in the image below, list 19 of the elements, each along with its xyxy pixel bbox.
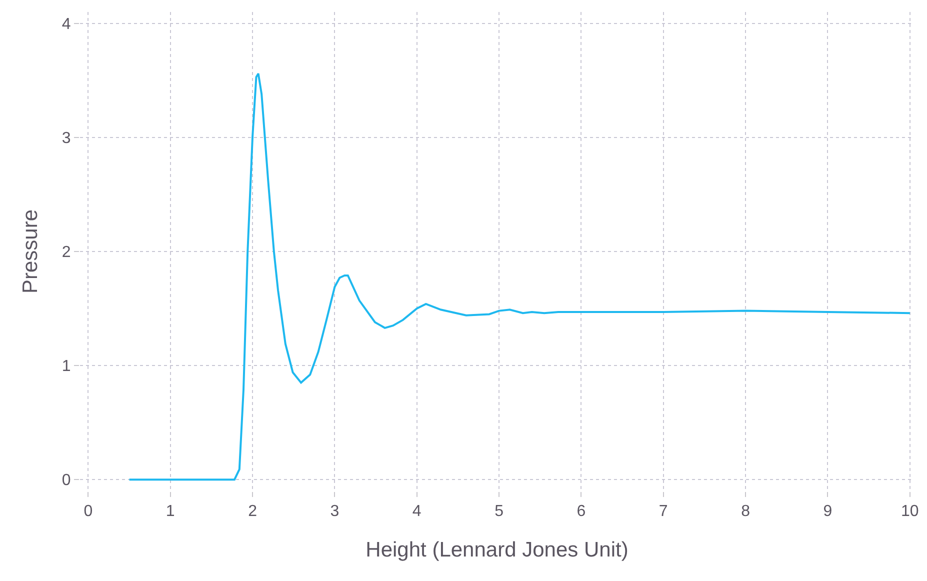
x-tick-label: 7	[658, 503, 668, 520]
x-axis-title: Height (Lennard Jones Unit)	[366, 538, 628, 562]
y-tick-label: 0	[62, 472, 71, 490]
x-tick-label: 9	[823, 503, 832, 520]
x-tick-label: 8	[741, 503, 750, 520]
y-tick-label: 4	[62, 16, 71, 33]
y-axis-title: Pressure	[19, 209, 42, 294]
x-tick-label: 6	[576, 503, 586, 520]
x-tick-label: 3	[330, 503, 340, 520]
x-tick-label: 10	[900, 503, 919, 520]
x-tick-label: 5	[494, 503, 504, 520]
x-tick-label: 0	[84, 503, 93, 520]
y-tick-label: 2	[62, 244, 71, 262]
x-tick-label: 2	[248, 503, 258, 520]
x-tick-label: 1	[166, 503, 175, 520]
line-series	[128, 72, 911, 481]
y-tick-label: 3	[62, 130, 71, 148]
x-tick-label: 4	[412, 503, 422, 520]
y-tick-label: 1	[62, 358, 71, 376]
